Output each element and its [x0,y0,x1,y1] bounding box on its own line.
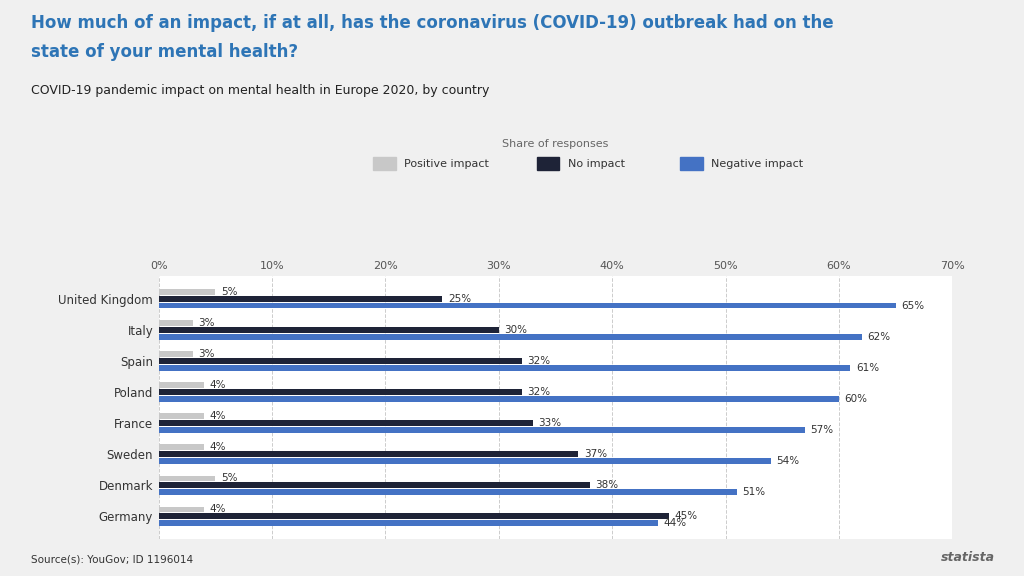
Bar [159,482,590,488]
Text: 32%: 32% [527,387,550,397]
Text: 45%: 45% [675,511,697,521]
Text: 38%: 38% [595,480,618,490]
Bar [159,296,442,302]
Bar [159,289,215,295]
Bar [159,365,850,370]
Bar [159,506,204,512]
Text: 4%: 4% [210,442,226,452]
Text: 37%: 37% [584,449,607,459]
Bar [159,334,861,339]
Text: 44%: 44% [664,518,686,528]
Text: Source(s): YouGov; ID 1196014: Source(s): YouGov; ID 1196014 [31,555,193,564]
Bar [159,382,204,388]
Bar [159,414,204,419]
Text: 54%: 54% [776,456,800,466]
Text: 51%: 51% [742,487,766,497]
Text: How much of an impact, if at all, has the coronavirus (COVID-19) outbreak had on: How much of an impact, if at all, has th… [31,14,834,32]
Text: 5%: 5% [221,287,238,297]
Text: 60%: 60% [845,394,867,404]
Bar [159,476,215,481]
Text: 65%: 65% [901,301,925,310]
Text: 4%: 4% [210,380,226,390]
Text: Negative impact: Negative impact [711,158,803,169]
Text: COVID-19 pandemic impact on mental health in Europe 2020, by country: COVID-19 pandemic impact on mental healt… [31,84,489,97]
Text: 3%: 3% [199,349,215,359]
Text: 57%: 57% [811,425,834,435]
Bar [159,458,771,464]
Bar [159,420,532,426]
Text: 32%: 32% [527,356,550,366]
Bar [159,320,193,326]
Bar [159,427,805,433]
Bar [159,358,521,363]
Bar [159,452,579,457]
Bar [159,351,193,357]
Bar [159,396,839,401]
Text: 25%: 25% [447,294,471,304]
Text: statista: statista [941,551,995,564]
Bar [159,520,657,526]
Bar [159,303,896,309]
Text: Positive impact: Positive impact [403,158,488,169]
Bar [159,389,521,395]
Text: 4%: 4% [210,411,226,421]
Text: 3%: 3% [199,318,215,328]
Text: 61%: 61% [856,363,879,373]
Text: 30%: 30% [505,325,527,335]
Bar [159,489,737,495]
Bar [159,513,669,519]
Bar [159,327,499,333]
Text: 33%: 33% [539,418,561,428]
Text: 62%: 62% [867,332,891,342]
Text: 4%: 4% [210,505,226,514]
Text: No impact: No impact [567,158,625,169]
Text: state of your mental health?: state of your mental health? [31,43,298,61]
Text: 5%: 5% [221,473,238,483]
Bar [159,445,204,450]
Text: Share of responses: Share of responses [503,139,608,149]
